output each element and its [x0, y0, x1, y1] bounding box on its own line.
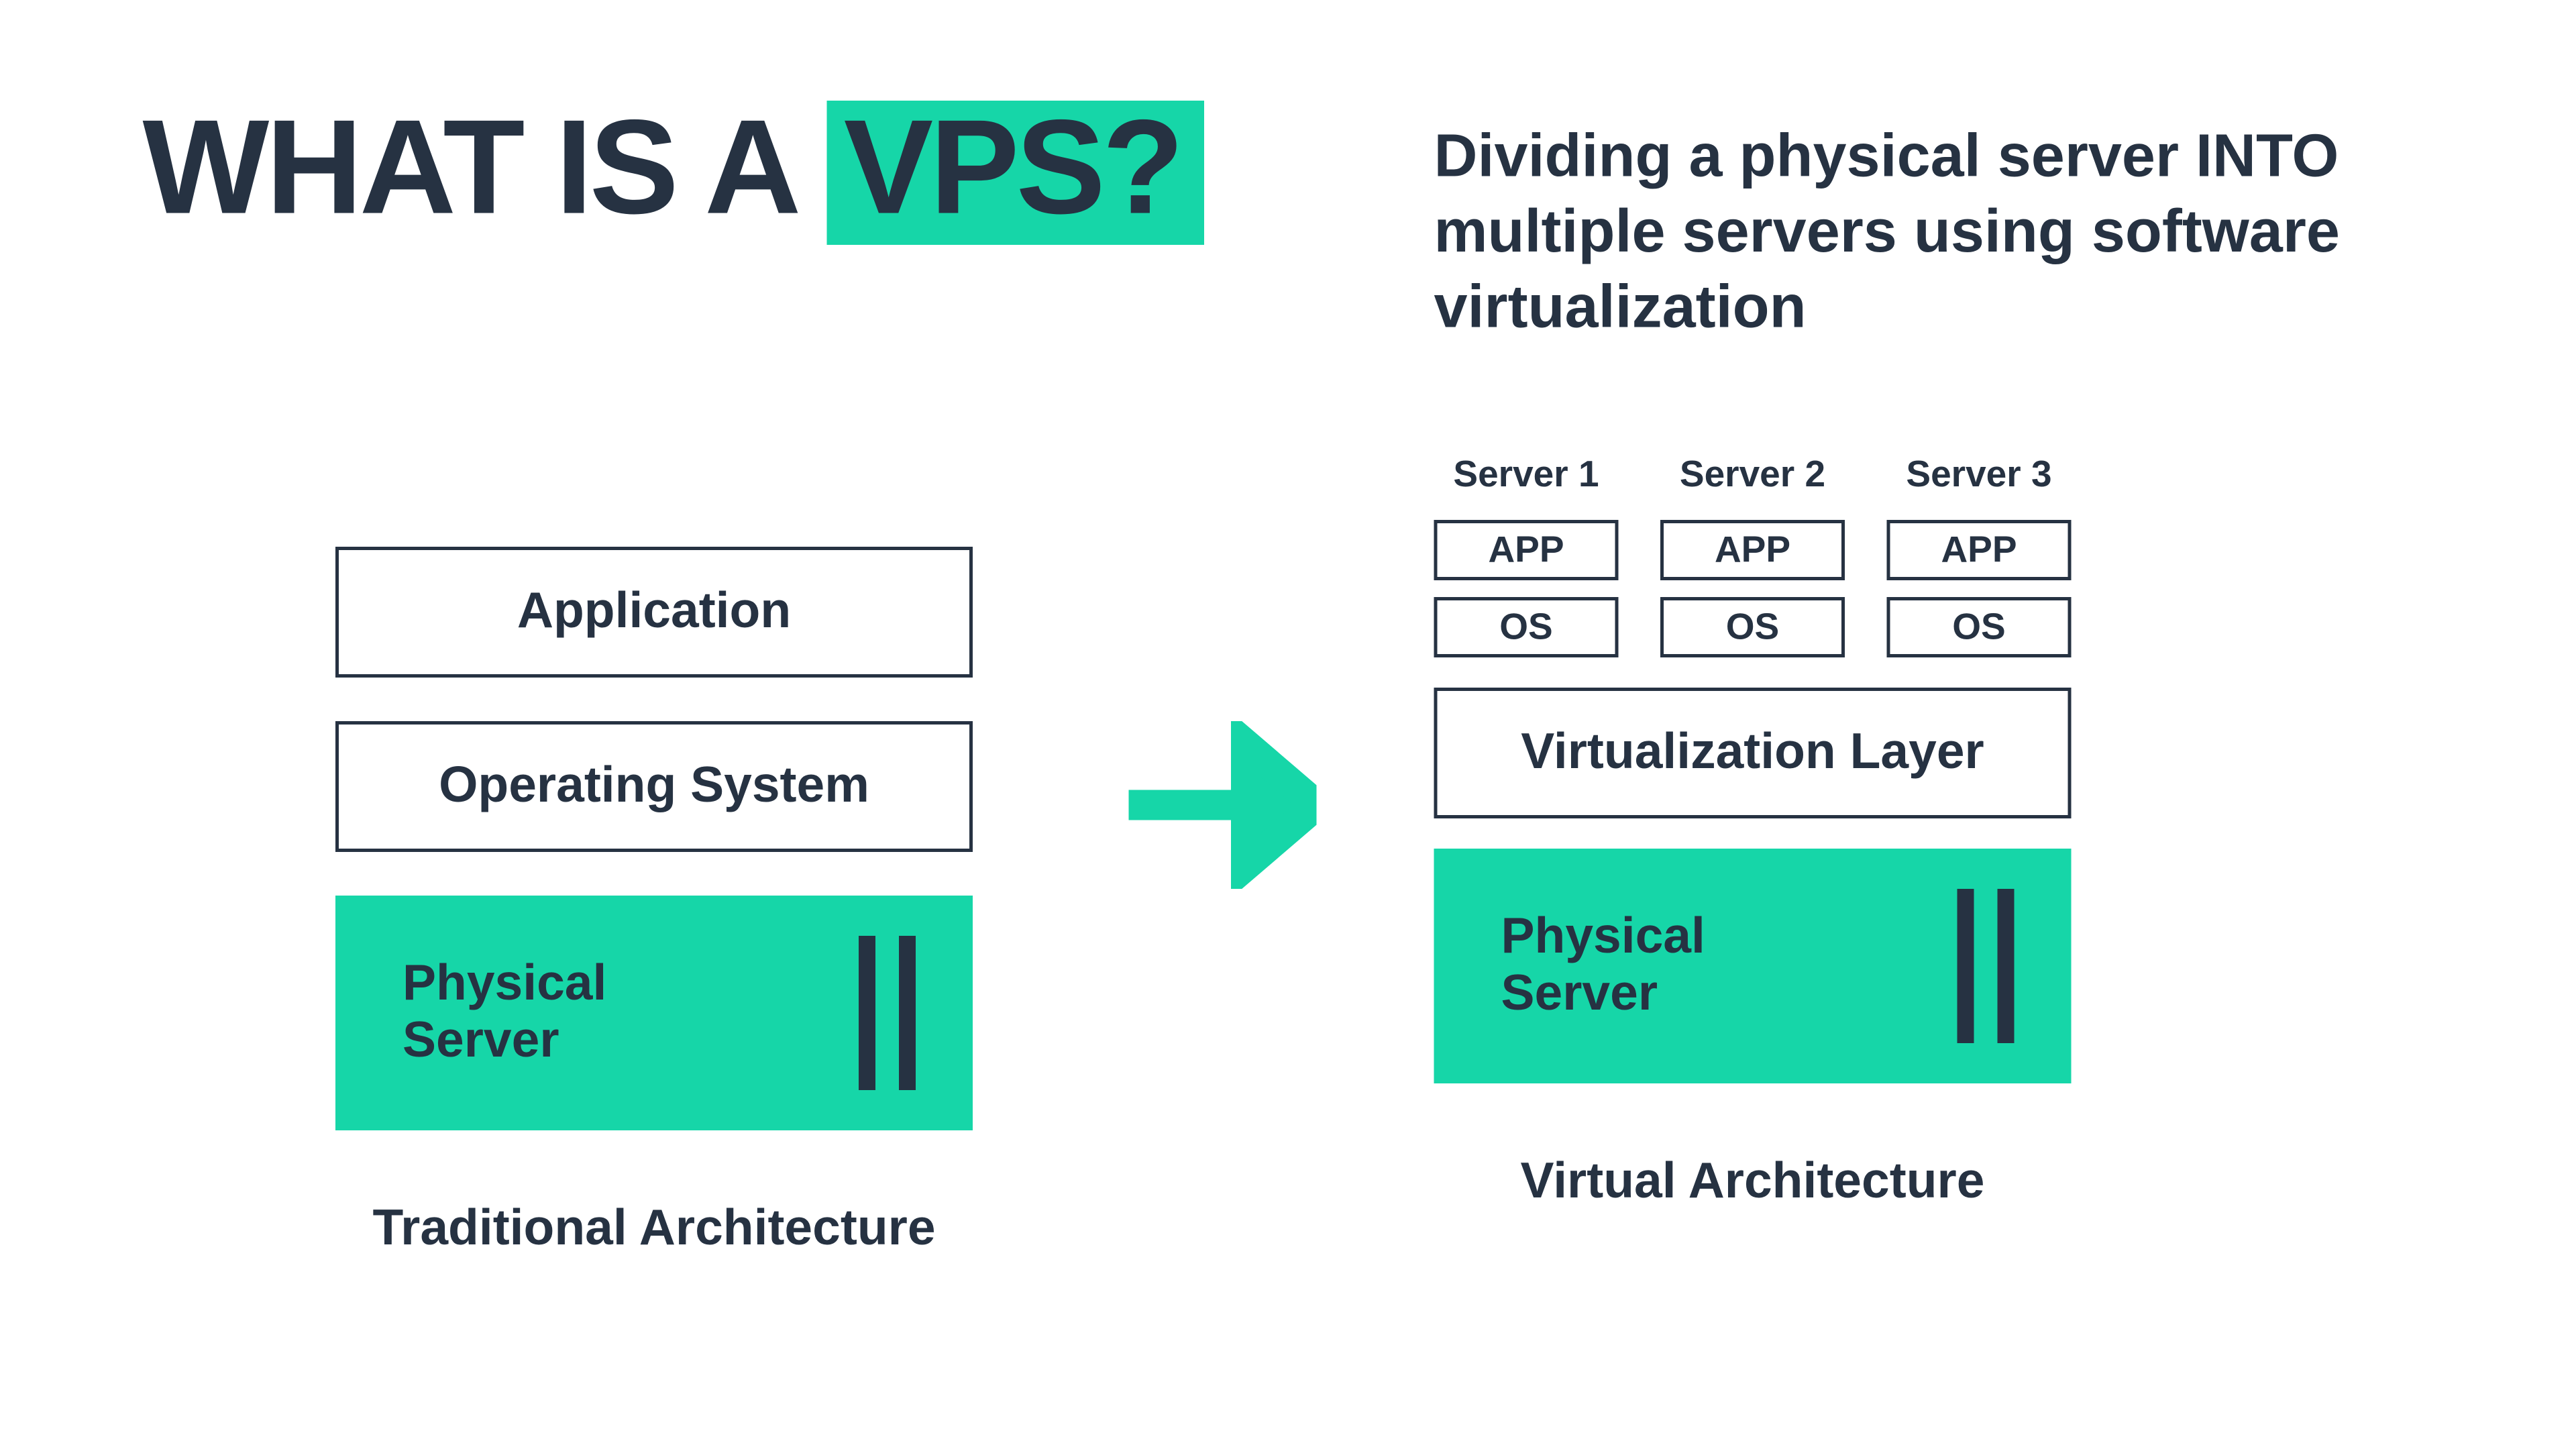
subtitle-text: Dividing a physical server INTO multiple…	[1434, 117, 2373, 344]
physical-line1: Physical	[402, 955, 606, 1011]
server-2-app: APP	[1660, 520, 1845, 580]
title-prefix: WHAT IS A	[143, 93, 827, 242]
page-title: WHAT IS A VPS?	[143, 101, 1205, 245]
server-3-name: Server 3	[1887, 453, 2072, 496]
diagram-canvas: WHAT IS A VPS? Dividing a physical serve…	[0, 0, 2576, 1449]
arrow-icon	[1116, 721, 1317, 898]
server-1-app: APP	[1434, 520, 1619, 580]
server-3-os: OS	[1887, 597, 2072, 657]
traditional-app-box: Application	[335, 547, 973, 678]
virtual-servers-row: Server 1 APP OS Server 2 APP OS Server 3…	[1434, 453, 2072, 657]
vphysical-line2: Server	[1501, 966, 1658, 1022]
virtual-server-2: Server 2 APP OS	[1660, 453, 1845, 657]
virtual-column: Server 1 APP OS Server 2 APP OS Server 3…	[1434, 453, 2072, 1211]
virtual-server-3: Server 3 APP OS	[1887, 453, 2072, 657]
traditional-caption: Traditional Architecture	[335, 1201, 973, 1258]
server-2-name: Server 2	[1660, 453, 1845, 496]
server-3-app: APP	[1887, 520, 2072, 580]
virtualization-layer-box: Virtualization Layer	[1434, 688, 2072, 818]
title-highlight: VPS?	[827, 101, 1204, 245]
server-1-os: OS	[1434, 597, 1619, 657]
virtual-server-1: Server 1 APP OS	[1434, 453, 1619, 657]
traditional-physical-label: Physical Server	[402, 955, 606, 1071]
server-2-os: OS	[1660, 597, 1845, 657]
virtual-physical-box: Physical Server	[1434, 849, 2072, 1083]
vphysical-line1: Physical	[1501, 908, 1705, 964]
server-1-name: Server 1	[1434, 453, 1619, 496]
server-bars-icon	[859, 936, 916, 1090]
traditional-os-box: Operating System	[335, 721, 973, 852]
virtual-physical-label: Physical Server	[1501, 908, 1705, 1024]
virtual-caption: Virtual Architecture	[1434, 1154, 2072, 1211]
server-bars-icon	[1957, 889, 2015, 1043]
traditional-column: Application Operating System Physical Se…	[335, 547, 973, 1258]
physical-line2: Server	[402, 1013, 559, 1069]
traditional-physical-box: Physical Server	[335, 896, 973, 1130]
